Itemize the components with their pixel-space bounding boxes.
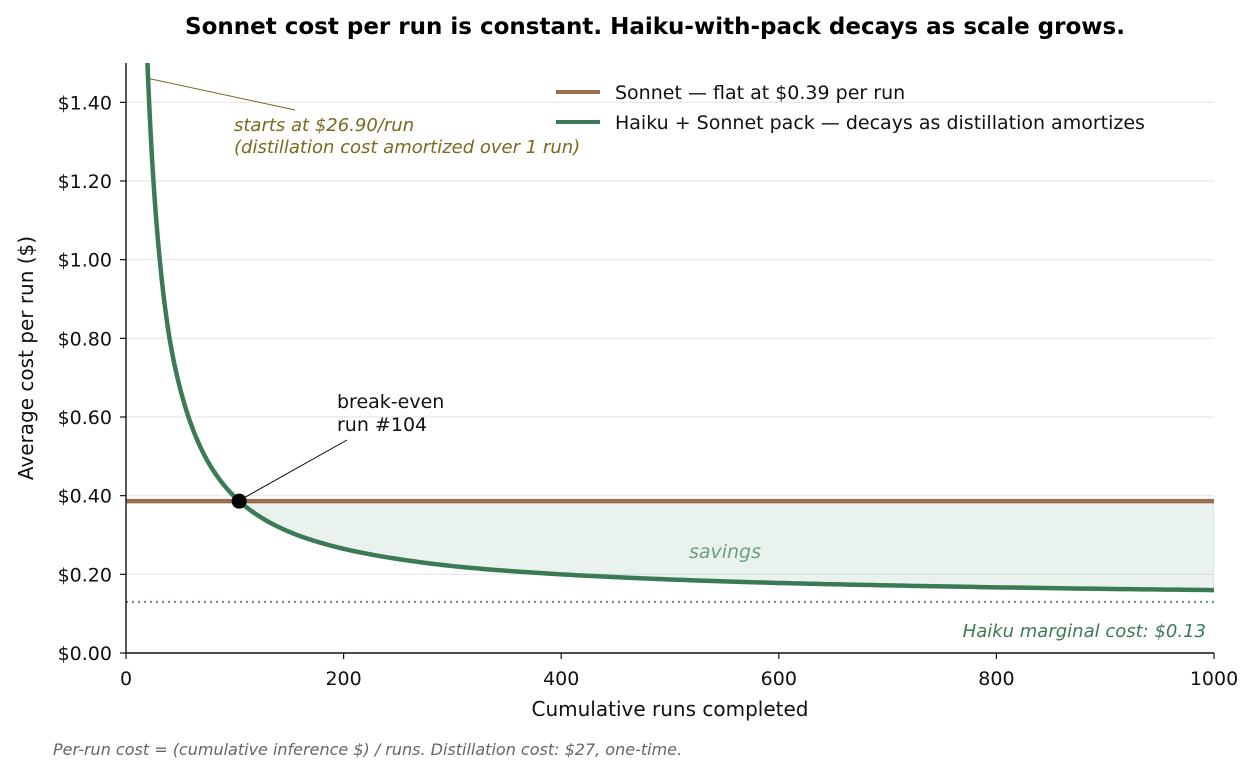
- start-annotation-line1: starts at $26.90/run: [234, 115, 414, 136]
- y-tick-label-2: $0.40: [58, 486, 112, 508]
- y-axis-label: Average cost per run ($): [14, 236, 38, 480]
- legend: Sonnet — flat at $0.39 per run Haiku + S…: [556, 82, 1145, 134]
- y-tick-label-7: $1.40: [58, 92, 112, 114]
- x-tick-label-4: 800: [978, 668, 1014, 690]
- break-even-label-line2: run #104: [337, 414, 427, 436]
- start-annotation-line2: (distillation cost amortized over 1 run): [234, 137, 580, 158]
- x-axis-label: Cumulative runs completed: [532, 697, 809, 721]
- x-axis-ticks: 0 200 400 600 800 1000: [120, 653, 1238, 690]
- x-tick-label-1: 200: [325, 668, 361, 690]
- y-tick-label-3: $0.60: [58, 407, 112, 429]
- footnote: Per-run cost = (cumulative inference $) …: [53, 740, 682, 759]
- grid-lines: [126, 101, 1214, 575]
- x-tick-label-3: 600: [761, 668, 797, 690]
- legend-label-haiku: Haiku + Sonnet pack — decays as distilla…: [615, 112, 1145, 134]
- y-tick-label-5: $1.00: [58, 250, 112, 272]
- break-even-leader: [244, 439, 348, 498]
- x-tick-label-2: 400: [543, 668, 579, 690]
- series-line-haiku: [145, 63, 1214, 593]
- break-even-point: [231, 493, 247, 509]
- savings-label: savings: [689, 541, 761, 563]
- x-tick-label-0: 0: [120, 668, 132, 690]
- reference-line-label: Haiku marginal cost: $0.13: [963, 621, 1206, 642]
- y-tick-label-0: $0.00: [58, 643, 112, 665]
- break-even-label-line1: break-even: [337, 391, 444, 413]
- y-tick-label-1: $0.20: [58, 564, 112, 586]
- y-tick-label-6: $1.20: [58, 171, 112, 193]
- legend-label-sonnet: Sonnet — flat at $0.39 per run: [615, 82, 905, 104]
- y-axis-ticks: $0.00 $0.20 $0.40 $0.60 $0.80 $1.00 $1.20 $1.40: [58, 92, 126, 665]
- x-tick-label-5: 1000: [1190, 668, 1238, 690]
- series-layer: [126, 63, 1214, 593]
- y-tick-label-4: $0.80: [58, 328, 112, 350]
- chart-title: Sonnet cost per run is constant. Haiku-w…: [185, 14, 1125, 40]
- start-annotation-leader: [149, 78, 296, 111]
